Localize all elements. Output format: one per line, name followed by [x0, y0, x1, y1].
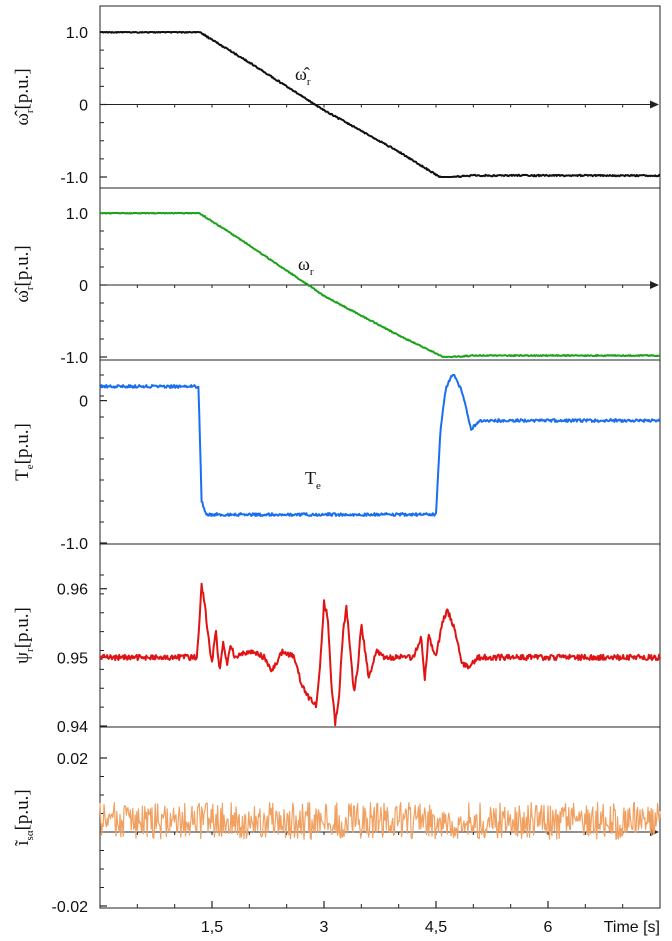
x-tick-label: 1,5: [201, 919, 223, 936]
y-tick-label: 1.0: [66, 206, 88, 223]
y-tick-label: -1.0: [60, 170, 88, 187]
series-annotation: ω̂r: [295, 64, 311, 88]
y-axis-label: Te[p.u.]: [12, 423, 36, 481]
y-tick-label: 0: [79, 394, 88, 411]
x-tick-label: 3: [320, 919, 329, 936]
y-tick-label: -1.0: [60, 536, 88, 553]
y-tick-label: 0.94: [57, 719, 88, 736]
x-tick-label: 6: [544, 919, 553, 936]
y-tick-label: 0: [79, 278, 88, 295]
y-tick-label: 0.02: [57, 751, 88, 768]
x-axis-label: Time [s]: [604, 919, 660, 936]
series-annotation: ωr: [298, 254, 314, 278]
panel-4: 0.96 0.95 0.94 ψr[p.u.]: [12, 543, 661, 736]
y-axis-label: ĩsα[p.u.]: [12, 789, 36, 846]
y-axis-label: ψr[p.u.]: [12, 607, 36, 664]
y-tick-label: 0: [79, 98, 88, 115]
series-line: [99, 582, 661, 727]
panel-5: 0.02 -0.02 ĩsα[p.u.]: [12, 726, 661, 916]
y-tick-label: -1.0: [60, 350, 88, 367]
y-tick-label: 0.96: [57, 582, 88, 599]
y-tick-label: -0.02: [52, 899, 89, 916]
zero-line-arrow: [650, 100, 659, 109]
y-tick-label: 0.95: [57, 650, 88, 667]
panel-2: 1.0 0 -1.0 ω̂r[p.u.] ωr: [12, 187, 661, 367]
series-line: [99, 801, 661, 840]
series-annotation: Te: [305, 468, 321, 492]
panel-frame: [99, 543, 661, 728]
series-line: [99, 212, 661, 358]
series-line: [99, 31, 661, 178]
series-line: [99, 374, 661, 517]
y-axis-label: ω̂r[p.u.]: [12, 245, 36, 302]
zero-line-arrow: [650, 281, 659, 289]
x-tick-label: 4,5: [425, 919, 447, 936]
y-tick-label: 1.0: [66, 25, 88, 42]
panel-1: 1.0 0 -1.0 ω̂r[p.u.] ω̂r: [12, 5, 661, 189]
y-axis-label: ω̂r[p.u.]: [12, 68, 36, 125]
panel-3: 0 -1.0 Te[p.u.] Te: [12, 359, 661, 553]
